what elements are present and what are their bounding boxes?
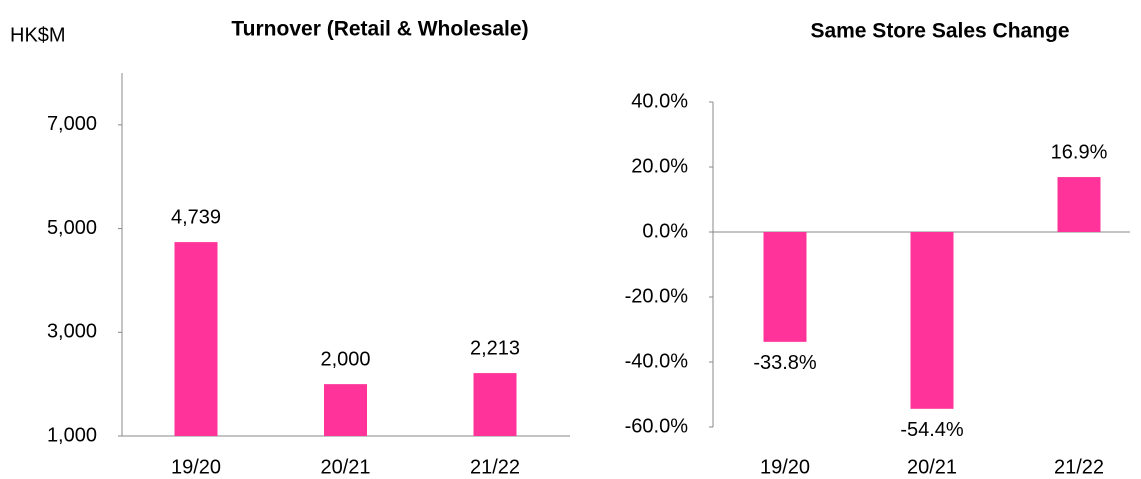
bar bbox=[324, 384, 367, 436]
bar bbox=[1057, 177, 1101, 232]
value-label: 16.9% bbox=[1051, 141, 1108, 163]
x-tick-label: 19/20 bbox=[171, 456, 221, 478]
y-tick-label: 40.0% bbox=[631, 90, 688, 112]
bar bbox=[910, 232, 954, 409]
x-tick-label: 19/20 bbox=[760, 456, 810, 478]
value-label: 4,739 bbox=[171, 206, 221, 228]
bar bbox=[763, 232, 807, 342]
y-tick-label: -40.0% bbox=[625, 350, 689, 372]
value-label: -33.8% bbox=[753, 352, 817, 374]
bar bbox=[473, 373, 517, 436]
y-tick-label: -60.0% bbox=[625, 415, 689, 437]
chart-title: Same Store Sales Change bbox=[810, 20, 1069, 43]
x-tick-label: 20/21 bbox=[320, 456, 370, 478]
value-label: 2,000 bbox=[320, 348, 370, 370]
value-label: 2,213 bbox=[470, 337, 520, 359]
x-tick-label: 21/22 bbox=[1054, 456, 1104, 478]
y-tick-label: 3,000 bbox=[47, 321, 97, 343]
y-axis-label: HK$M bbox=[10, 24, 66, 46]
y-tick-label: 1,000 bbox=[47, 424, 97, 446]
y-tick-label: 20.0% bbox=[631, 155, 688, 177]
y-tick-label: 0.0% bbox=[642, 220, 688, 242]
y-tick-label: 7,000 bbox=[47, 113, 97, 135]
x-tick-label: 20/21 bbox=[907, 456, 957, 478]
y-tick-label: -20.0% bbox=[625, 285, 689, 307]
y-tick-label: 5,000 bbox=[47, 217, 97, 239]
x-tick-label: 21/22 bbox=[470, 456, 520, 478]
value-label: -54.4% bbox=[900, 419, 964, 441]
chart-title: Turnover (Retail & Wholesale) bbox=[231, 18, 528, 41]
bar bbox=[174, 242, 218, 436]
